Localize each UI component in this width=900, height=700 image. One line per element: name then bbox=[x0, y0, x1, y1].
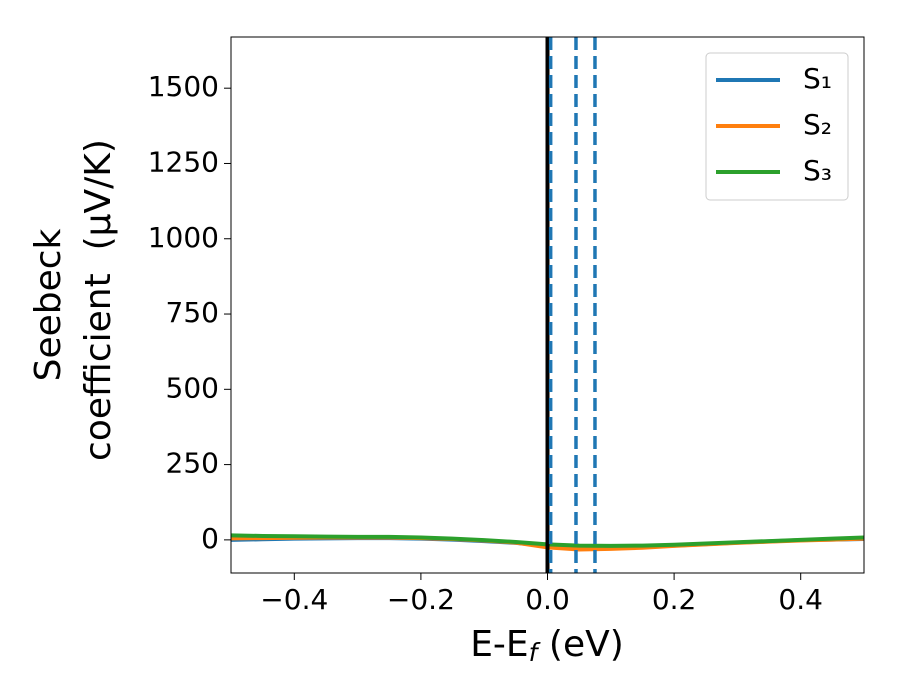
x-tick-label: −0.4 bbox=[260, 583, 328, 616]
y-axis-label: Seebeck bbox=[28, 228, 69, 381]
y-tick-label: 750 bbox=[166, 296, 219, 329]
legend-label: S₂ bbox=[803, 108, 832, 141]
y-tick-label: 500 bbox=[166, 371, 219, 404]
plot-frame bbox=[230, 36, 865, 574]
y-tick-label: 250 bbox=[166, 447, 219, 480]
x-axis-label: E-Ef (eV) bbox=[470, 624, 624, 667]
y-tick-label: 1250 bbox=[148, 145, 219, 178]
legend-label: S₁ bbox=[803, 62, 832, 95]
y-axis-label: coefficient (μV/K) bbox=[78, 139, 119, 461]
x-axis-label-part: E-E bbox=[470, 624, 528, 665]
x-axis-label-part: (eV) bbox=[537, 624, 623, 665]
x-tick-label: 0.0 bbox=[525, 583, 570, 616]
x-tick-label: −0.2 bbox=[387, 583, 455, 616]
y-tick-label: 0 bbox=[201, 522, 219, 555]
x-tick-label: 0.2 bbox=[652, 583, 697, 616]
legend-label: S₃ bbox=[803, 154, 832, 187]
x-tick-label: 0.4 bbox=[778, 583, 823, 616]
y-tick-label: 1500 bbox=[148, 70, 219, 103]
y-tick-label: 1000 bbox=[148, 221, 219, 254]
